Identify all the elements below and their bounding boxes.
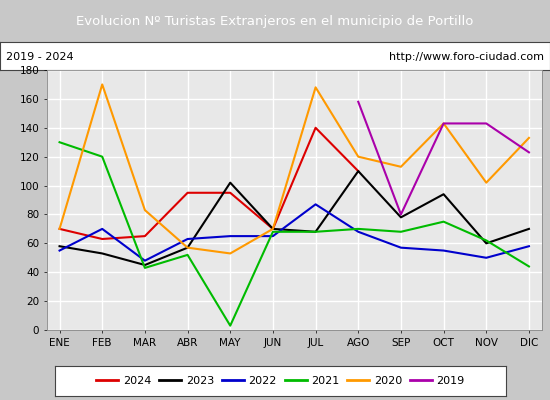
Legend: 2024, 2023, 2022, 2021, 2020, 2019: 2024, 2023, 2022, 2021, 2020, 2019 xyxy=(92,372,469,390)
Text: 2019 - 2024: 2019 - 2024 xyxy=(6,52,73,62)
Text: Evolucion Nº Turistas Extranjeros en el municipio de Portillo: Evolucion Nº Turistas Extranjeros en el … xyxy=(76,14,474,28)
Text: http://www.foro-ciudad.com: http://www.foro-ciudad.com xyxy=(389,52,544,62)
